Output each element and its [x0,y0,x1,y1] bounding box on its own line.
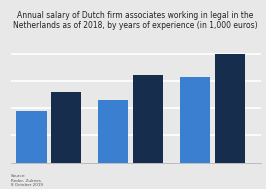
Bar [16,111,47,163]
Bar [215,54,245,163]
Text: Source:
Reder, Zulmes
8 October 2019: Source: Reder, Zulmes 8 October 2019 [11,174,43,187]
Bar [132,75,163,163]
Bar [51,92,81,163]
Bar [98,100,128,163]
Bar [180,77,210,163]
Title: Annual salary of Dutch firm associates working in legal in the
Netherlands as of: Annual salary of Dutch firm associates w… [13,11,258,30]
